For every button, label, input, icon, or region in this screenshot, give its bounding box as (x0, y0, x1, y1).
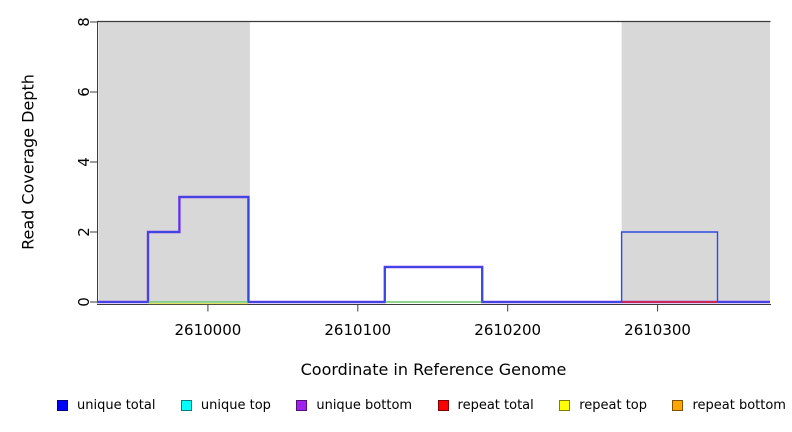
legend-label: repeat total (457, 397, 534, 413)
y-axis-title: Read Coverage Depth (18, 74, 38, 250)
x-tick-label: 2610100 (324, 321, 391, 339)
y-tick-label: 6 (75, 87, 93, 97)
legend-swatch-repeat-bottom (672, 399, 684, 411)
legend-swatch-unique-bottom (296, 399, 308, 411)
legend: unique total unique top unique bottom repea… (0, 393, 792, 417)
y-tick-label: 2 (75, 227, 93, 237)
x-tick-label: 2610300 (624, 321, 691, 339)
repeat-region-shading (621, 22, 770, 302)
x-tick-label: 2610200 (474, 321, 541, 339)
legend-swatch-unique-total (57, 399, 68, 411)
y-tick-label: 0 (75, 297, 93, 307)
legend-item-unique-top: unique top (180, 397, 271, 413)
unique-total-line (97, 196, 770, 303)
legend-swatch-unique-top (180, 399, 192, 411)
y-tick-label: 8 (75, 17, 93, 27)
legend-label: unique total (77, 397, 156, 413)
legend-label: repeat bottom (692, 397, 786, 413)
legend-swatch-repeat-total (437, 399, 449, 411)
legend-swatch-repeat-top (559, 399, 571, 411)
legend-item-unique-bottom: unique bottom (296, 398, 412, 413)
legend-label: unique bottom (316, 397, 413, 413)
legend-label: unique top (200, 397, 271, 413)
legend-item-repeat-bottom: repeat bottom (672, 398, 786, 413)
plot-area: 0 2 4 6 8 2610000 2610100 2610200 2610300 (75, 17, 771, 339)
legend-label: repeat top (579, 397, 647, 413)
x-axis-title: Coordinate in Reference Genome (300, 360, 567, 379)
legend-item-repeat-total: repeat total (437, 397, 534, 413)
y-tick-label: 4 (75, 157, 93, 167)
x-tick-label: 2610000 (175, 321, 242, 339)
legend-item-repeat-top: repeat top (559, 398, 647, 413)
repeat-region-shading (98, 22, 250, 302)
legend-item-unique-total: unique total (57, 398, 155, 413)
